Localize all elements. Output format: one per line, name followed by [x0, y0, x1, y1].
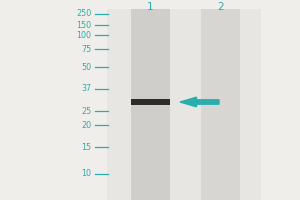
Text: 1: 1 [147, 2, 153, 12]
FancyArrow shape [180, 97, 219, 107]
Bar [106, 9, 261, 200]
Text: 37: 37 [81, 84, 92, 93]
Text: 150: 150 [76, 21, 92, 29]
Text: 2: 2 [217, 2, 224, 12]
Text: 50: 50 [81, 62, 92, 72]
Text: 75: 75 [81, 45, 92, 53]
Bar [130, 9, 170, 200]
Text: 20: 20 [81, 120, 92, 130]
Text: 250: 250 [76, 9, 92, 19]
Bar [201, 9, 240, 200]
Text: 15: 15 [81, 142, 92, 152]
Bar [130, 99, 170, 105]
Text: 25: 25 [81, 106, 92, 116]
Text: 10: 10 [82, 170, 92, 178]
Text: 100: 100 [76, 30, 92, 40]
